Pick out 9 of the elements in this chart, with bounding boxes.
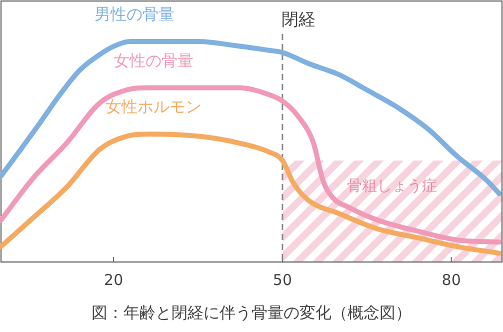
ref-line-label: 閉経 [281,10,316,30]
series-label: 女性ホルモン [106,97,202,116]
band-label: 骨粗しょう症 [347,176,438,195]
x-tick-label: 20 [104,271,124,289]
series-label: 男性の骨量 [94,4,174,24]
series-label: 女性の骨量 [114,50,194,70]
x-tick-label: 50 [272,271,292,289]
text: 図：年齢と閉経に伴う骨量の変化（概念図） [92,303,412,322]
x-tick-label: 80 [442,271,461,289]
